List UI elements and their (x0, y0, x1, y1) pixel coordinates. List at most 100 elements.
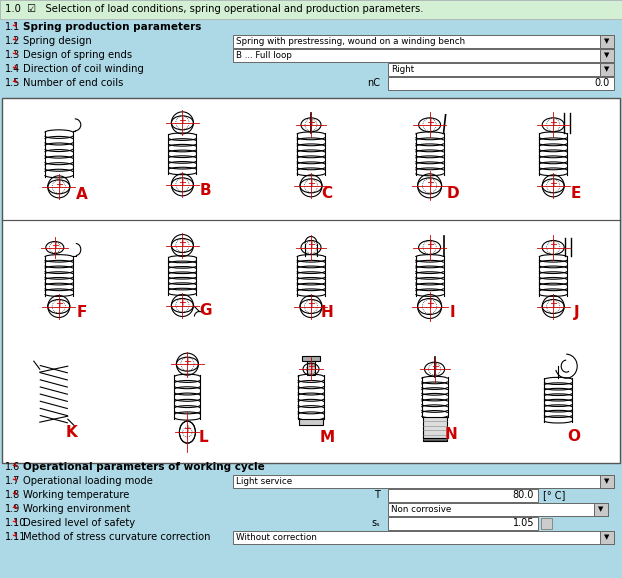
Text: +: + (307, 118, 315, 128)
Text: ▼: ▼ (605, 39, 610, 45)
Text: 1.9: 1.9 (5, 504, 21, 514)
Text: +: + (425, 299, 434, 309)
Bar (307, 357, 315, 375)
Text: +: + (307, 240, 315, 250)
Text: 1.2: 1.2 (5, 36, 21, 46)
Text: Working temperature: Working temperature (23, 490, 129, 500)
Bar (388, 63, 614, 76)
Text: 1.8: 1.8 (5, 490, 21, 500)
Text: Working environment: Working environment (23, 504, 131, 514)
Bar (233, 49, 614, 62)
Text: Number of end coils: Number of end coils (23, 78, 123, 88)
Text: +: + (179, 298, 187, 309)
Text: +: + (425, 118, 434, 128)
Text: ■: ■ (543, 518, 552, 528)
Bar (2, 98, 620, 463)
Text: nC: nC (367, 78, 380, 88)
Text: +: + (307, 179, 315, 189)
Text: +: + (179, 116, 187, 126)
Text: +: + (183, 424, 192, 434)
Text: ▼: ▼ (605, 53, 610, 58)
Text: +: + (549, 118, 557, 128)
Bar (388, 517, 538, 530)
Text: N: N (444, 427, 457, 442)
Text: 1.11: 1.11 (5, 532, 26, 542)
Bar (233, 35, 614, 48)
Text: 80.0: 80.0 (513, 491, 534, 501)
Text: 1.1: 1.1 (5, 22, 21, 32)
Text: +: + (549, 240, 557, 250)
Text: T: T (374, 490, 380, 500)
Text: Spring design: Spring design (23, 36, 92, 46)
Text: B: B (200, 183, 211, 198)
Text: +: + (549, 299, 557, 309)
Text: +: + (55, 299, 63, 309)
Bar (0, 0, 622, 19)
Text: 1.5: 1.5 (5, 78, 21, 88)
Text: L: L (198, 429, 208, 444)
Text: Spring with prestressing, wound on a winding bench: Spring with prestressing, wound on a win… (236, 37, 465, 46)
Text: E: E (571, 186, 582, 201)
Text: +: + (549, 179, 557, 189)
Text: 1.4: 1.4 (5, 64, 21, 74)
Text: [° C]: [° C] (543, 490, 565, 500)
Text: +: + (179, 177, 187, 188)
Text: ▼: ▼ (598, 506, 604, 513)
Text: 1.7: 1.7 (5, 476, 21, 486)
Bar (388, 489, 538, 502)
Text: H: H (320, 305, 333, 320)
Text: G: G (199, 303, 211, 318)
Text: Operational loading mode: Operational loading mode (23, 476, 153, 486)
Text: I: I (450, 305, 455, 320)
Text: Design of spring ends: Design of spring ends (23, 50, 132, 60)
Bar (302, 356, 320, 361)
Text: B ... Full loop: B ... Full loop (236, 51, 292, 60)
Bar (600, 49, 614, 62)
Text: Method of stress curvature correction: Method of stress curvature correction (23, 532, 210, 542)
Bar (541, 518, 552, 529)
Bar (422, 417, 447, 439)
Text: 1.10: 1.10 (5, 518, 26, 528)
Text: Direction of coil winding: Direction of coil winding (23, 64, 144, 74)
Text: ▼: ▼ (605, 479, 610, 484)
Text: 1.0  ☑   Selection of load conditions, spring operational and production paramet: 1.0 ☑ Selection of load conditions, spri… (5, 5, 424, 14)
Text: F: F (77, 305, 87, 320)
Bar (600, 475, 614, 488)
Bar (600, 63, 614, 76)
Text: C: C (322, 186, 333, 201)
Text: K: K (66, 425, 78, 440)
Text: ▼: ▼ (605, 66, 610, 72)
Text: A: A (76, 187, 88, 202)
Text: J: J (573, 305, 579, 320)
Bar (299, 419, 323, 425)
Text: 1.6: 1.6 (5, 462, 21, 472)
Text: Light service: Light service (236, 477, 292, 486)
Text: Non corrosive: Non corrosive (391, 505, 451, 514)
Text: Desired level of safety: Desired level of safety (23, 518, 135, 528)
Text: Right: Right (391, 65, 414, 74)
Text: +: + (307, 299, 315, 309)
Text: +: + (430, 362, 439, 372)
Bar (594, 503, 608, 516)
Bar (600, 35, 614, 48)
Text: Operational parameters of working cycle: Operational parameters of working cycle (23, 462, 265, 472)
Bar (388, 77, 614, 90)
Text: O: O (568, 429, 581, 444)
Text: 1.3: 1.3 (5, 50, 21, 60)
Text: sₛ: sₛ (371, 518, 380, 528)
Text: +: + (183, 357, 192, 367)
Bar (388, 503, 608, 516)
Text: +: + (425, 179, 434, 188)
Text: Spring production parameters: Spring production parameters (23, 22, 202, 32)
Text: ▼: ▼ (605, 535, 610, 540)
Text: M: M (320, 429, 335, 444)
Text: +: + (51, 240, 59, 251)
Bar (600, 531, 614, 544)
Text: +: + (425, 240, 434, 250)
Bar (422, 438, 447, 441)
Bar (233, 475, 614, 488)
Text: D: D (447, 186, 459, 201)
Text: +: + (179, 238, 187, 249)
Bar (233, 531, 614, 544)
Text: +: + (307, 362, 315, 372)
